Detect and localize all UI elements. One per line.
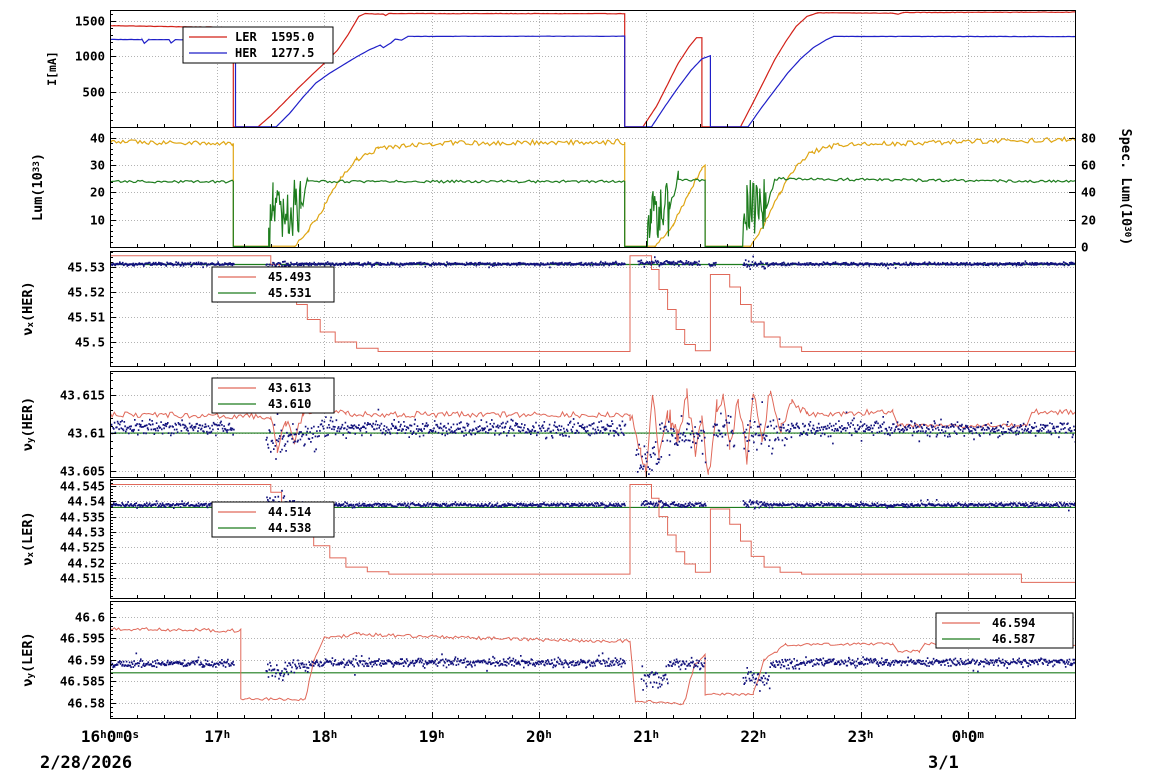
y-tick-label: 44.53 bbox=[67, 525, 105, 540]
x-tick-label: 16h0m0s bbox=[81, 727, 139, 746]
y-axis-title: νx(HER) bbox=[20, 281, 36, 335]
y-tick-label: 45.53 bbox=[67, 260, 105, 275]
right-tick-label: 0 bbox=[1081, 240, 1089, 255]
y-tick-label: 46.6 bbox=[75, 610, 105, 625]
y-tick-label: 44.515 bbox=[60, 571, 105, 586]
x-tick-label: 19h bbox=[419, 727, 445, 746]
legend-value: 43.613 bbox=[268, 381, 311, 395]
legend-nuy-ler: 46.594 46.587 bbox=[935, 612, 1074, 649]
legend-nux-ler: 44.514 44.538 bbox=[211, 501, 335, 538]
y-tick-label: 10 bbox=[90, 213, 105, 228]
y-axis-title: I[mA] bbox=[45, 51, 59, 86]
panel-border bbox=[110, 251, 1076, 367]
legend-value: 43.610 bbox=[268, 397, 311, 411]
x-tick-label: 21h bbox=[633, 727, 659, 746]
axis-ticks bbox=[110, 373, 1076, 477]
legend-value: 1595.0 bbox=[271, 30, 314, 44]
y-tick-label: 46.595 bbox=[60, 631, 105, 646]
y-tick-label: 44.545 bbox=[60, 479, 105, 494]
gridlines bbox=[110, 127, 1075, 247]
panel-nuy-ler: 46.5846.58546.5946.59546.6νy(LER)46.5944… bbox=[20, 601, 1076, 719]
right-tick-label: 40 bbox=[1081, 185, 1096, 200]
legend-current: LER 1595.0 HER 1277.5 bbox=[182, 26, 334, 64]
y-tick-label: 20 bbox=[90, 185, 105, 200]
panel-nux-her: 45.5 45.51 45.52 45.53 νx(HER) 45.493 45.531 bbox=[20, 251, 1076, 367]
y-tick-label: 45.5 bbox=[75, 335, 105, 350]
y-tick-label: 1000 bbox=[75, 49, 105, 64]
y-tick-label: 44.525 bbox=[60, 540, 105, 555]
y-tick-label: 44.535 bbox=[60, 510, 105, 525]
series-setting bbox=[110, 388, 1075, 477]
panel-current: 500 1000 1500 I[mA] LER 1595.0 HER 1277.5 bbox=[45, 10, 1076, 128]
legend-value: 45.531 bbox=[268, 286, 311, 300]
y-tick-label: 500 bbox=[82, 85, 105, 100]
series-lum bbox=[110, 170, 1075, 247]
gridlines bbox=[110, 601, 1075, 718]
legend-value: 46.594 bbox=[992, 616, 1035, 630]
x-tick-label: 17h bbox=[204, 727, 230, 746]
date-label-start: 2/28/2026 bbox=[40, 753, 133, 773]
y-tick-label: 43.605 bbox=[60, 464, 105, 479]
date-label-end: 3/1 bbox=[928, 753, 959, 773]
x-tick-label: 18h bbox=[312, 727, 338, 746]
y-tick-label: 44.54 bbox=[67, 494, 105, 509]
axis-ticks bbox=[110, 127, 1076, 248]
panel-border bbox=[110, 479, 1076, 599]
tune-measurement-dots bbox=[110, 652, 1075, 692]
x-tick-label: 0h0m bbox=[952, 727, 985, 746]
right-tick-label: 20 bbox=[1081, 213, 1096, 228]
legend-value: 46.587 bbox=[992, 632, 1035, 646]
y-axis-title: νy(LER) bbox=[20, 632, 36, 686]
legend-label: HER bbox=[235, 46, 257, 60]
y-tick-label: 43.615 bbox=[60, 388, 105, 403]
x-tick-label: 22h bbox=[740, 727, 766, 746]
axis-ticks bbox=[110, 480, 1076, 598]
y-tick-label: 46.585 bbox=[60, 674, 105, 689]
y-tick-label: 1500 bbox=[75, 14, 105, 29]
y-tick-label: 46.58 bbox=[67, 696, 105, 711]
legend-label: LER bbox=[235, 30, 257, 44]
right-tick-label: 60 bbox=[1081, 158, 1096, 173]
right-tick-label: 80 bbox=[1081, 131, 1096, 146]
legend-value: 45.493 bbox=[268, 270, 311, 284]
series-spec-lum bbox=[110, 136, 1075, 247]
panel-nuy-her: 43.605 43.61 43.615 νy(HER) 43.613 43.610 bbox=[20, 371, 1076, 479]
series-setting bbox=[110, 627, 1075, 706]
y-axis-title: Lum(1033) bbox=[30, 153, 46, 221]
y-tick-label: 45.51 bbox=[67, 310, 105, 325]
series-HER bbox=[110, 35, 1075, 127]
legend-nux-her: 45.493 45.531 bbox=[211, 266, 335, 303]
y-tick-label: 30 bbox=[90, 158, 105, 173]
gridlines bbox=[110, 10, 1075, 127]
legend-nuy-her: 43.613 43.610 bbox=[211, 377, 335, 414]
y-tick-label: 40 bbox=[90, 131, 105, 146]
series-LER bbox=[110, 11, 1075, 127]
y-tick-label: 46.59 bbox=[67, 653, 105, 668]
axis-ticks bbox=[110, 14, 1076, 127]
panel-luminosity: 10 20 30 40 0 20 40 60 80 Spec. Lum(1030) Lum(1033… bbox=[30, 127, 1134, 255]
y-tick-label: 43.61 bbox=[67, 426, 105, 441]
y-axis-title: νx(LER) bbox=[20, 511, 36, 565]
y-tick-label: 44.52 bbox=[67, 556, 105, 571]
panel-border bbox=[110, 127, 1076, 248]
x-axis-labels: 16h0m0s 17h 18h 19h 20h 21h 22h 23h 0h0m bbox=[81, 727, 985, 746]
panel-border bbox=[110, 371, 1076, 478]
gridlines bbox=[110, 251, 1075, 366]
axis-ticks bbox=[110, 604, 1076, 718]
axis-ticks bbox=[110, 252, 1076, 366]
legend-value: 44.514 bbox=[268, 505, 311, 519]
x-tick-label: 23h bbox=[848, 727, 874, 746]
y-tick-label: 45.52 bbox=[67, 285, 105, 300]
legend-value: 44.538 bbox=[268, 521, 311, 535]
legend-value: 1277.5 bbox=[271, 46, 314, 60]
x-tick-label: 20h bbox=[526, 727, 552, 746]
gridlines bbox=[110, 479, 1075, 598]
y-axis-title: νy(HER) bbox=[20, 397, 36, 451]
right-axis-title: Spec. Lum(1030) bbox=[1118, 129, 1134, 246]
